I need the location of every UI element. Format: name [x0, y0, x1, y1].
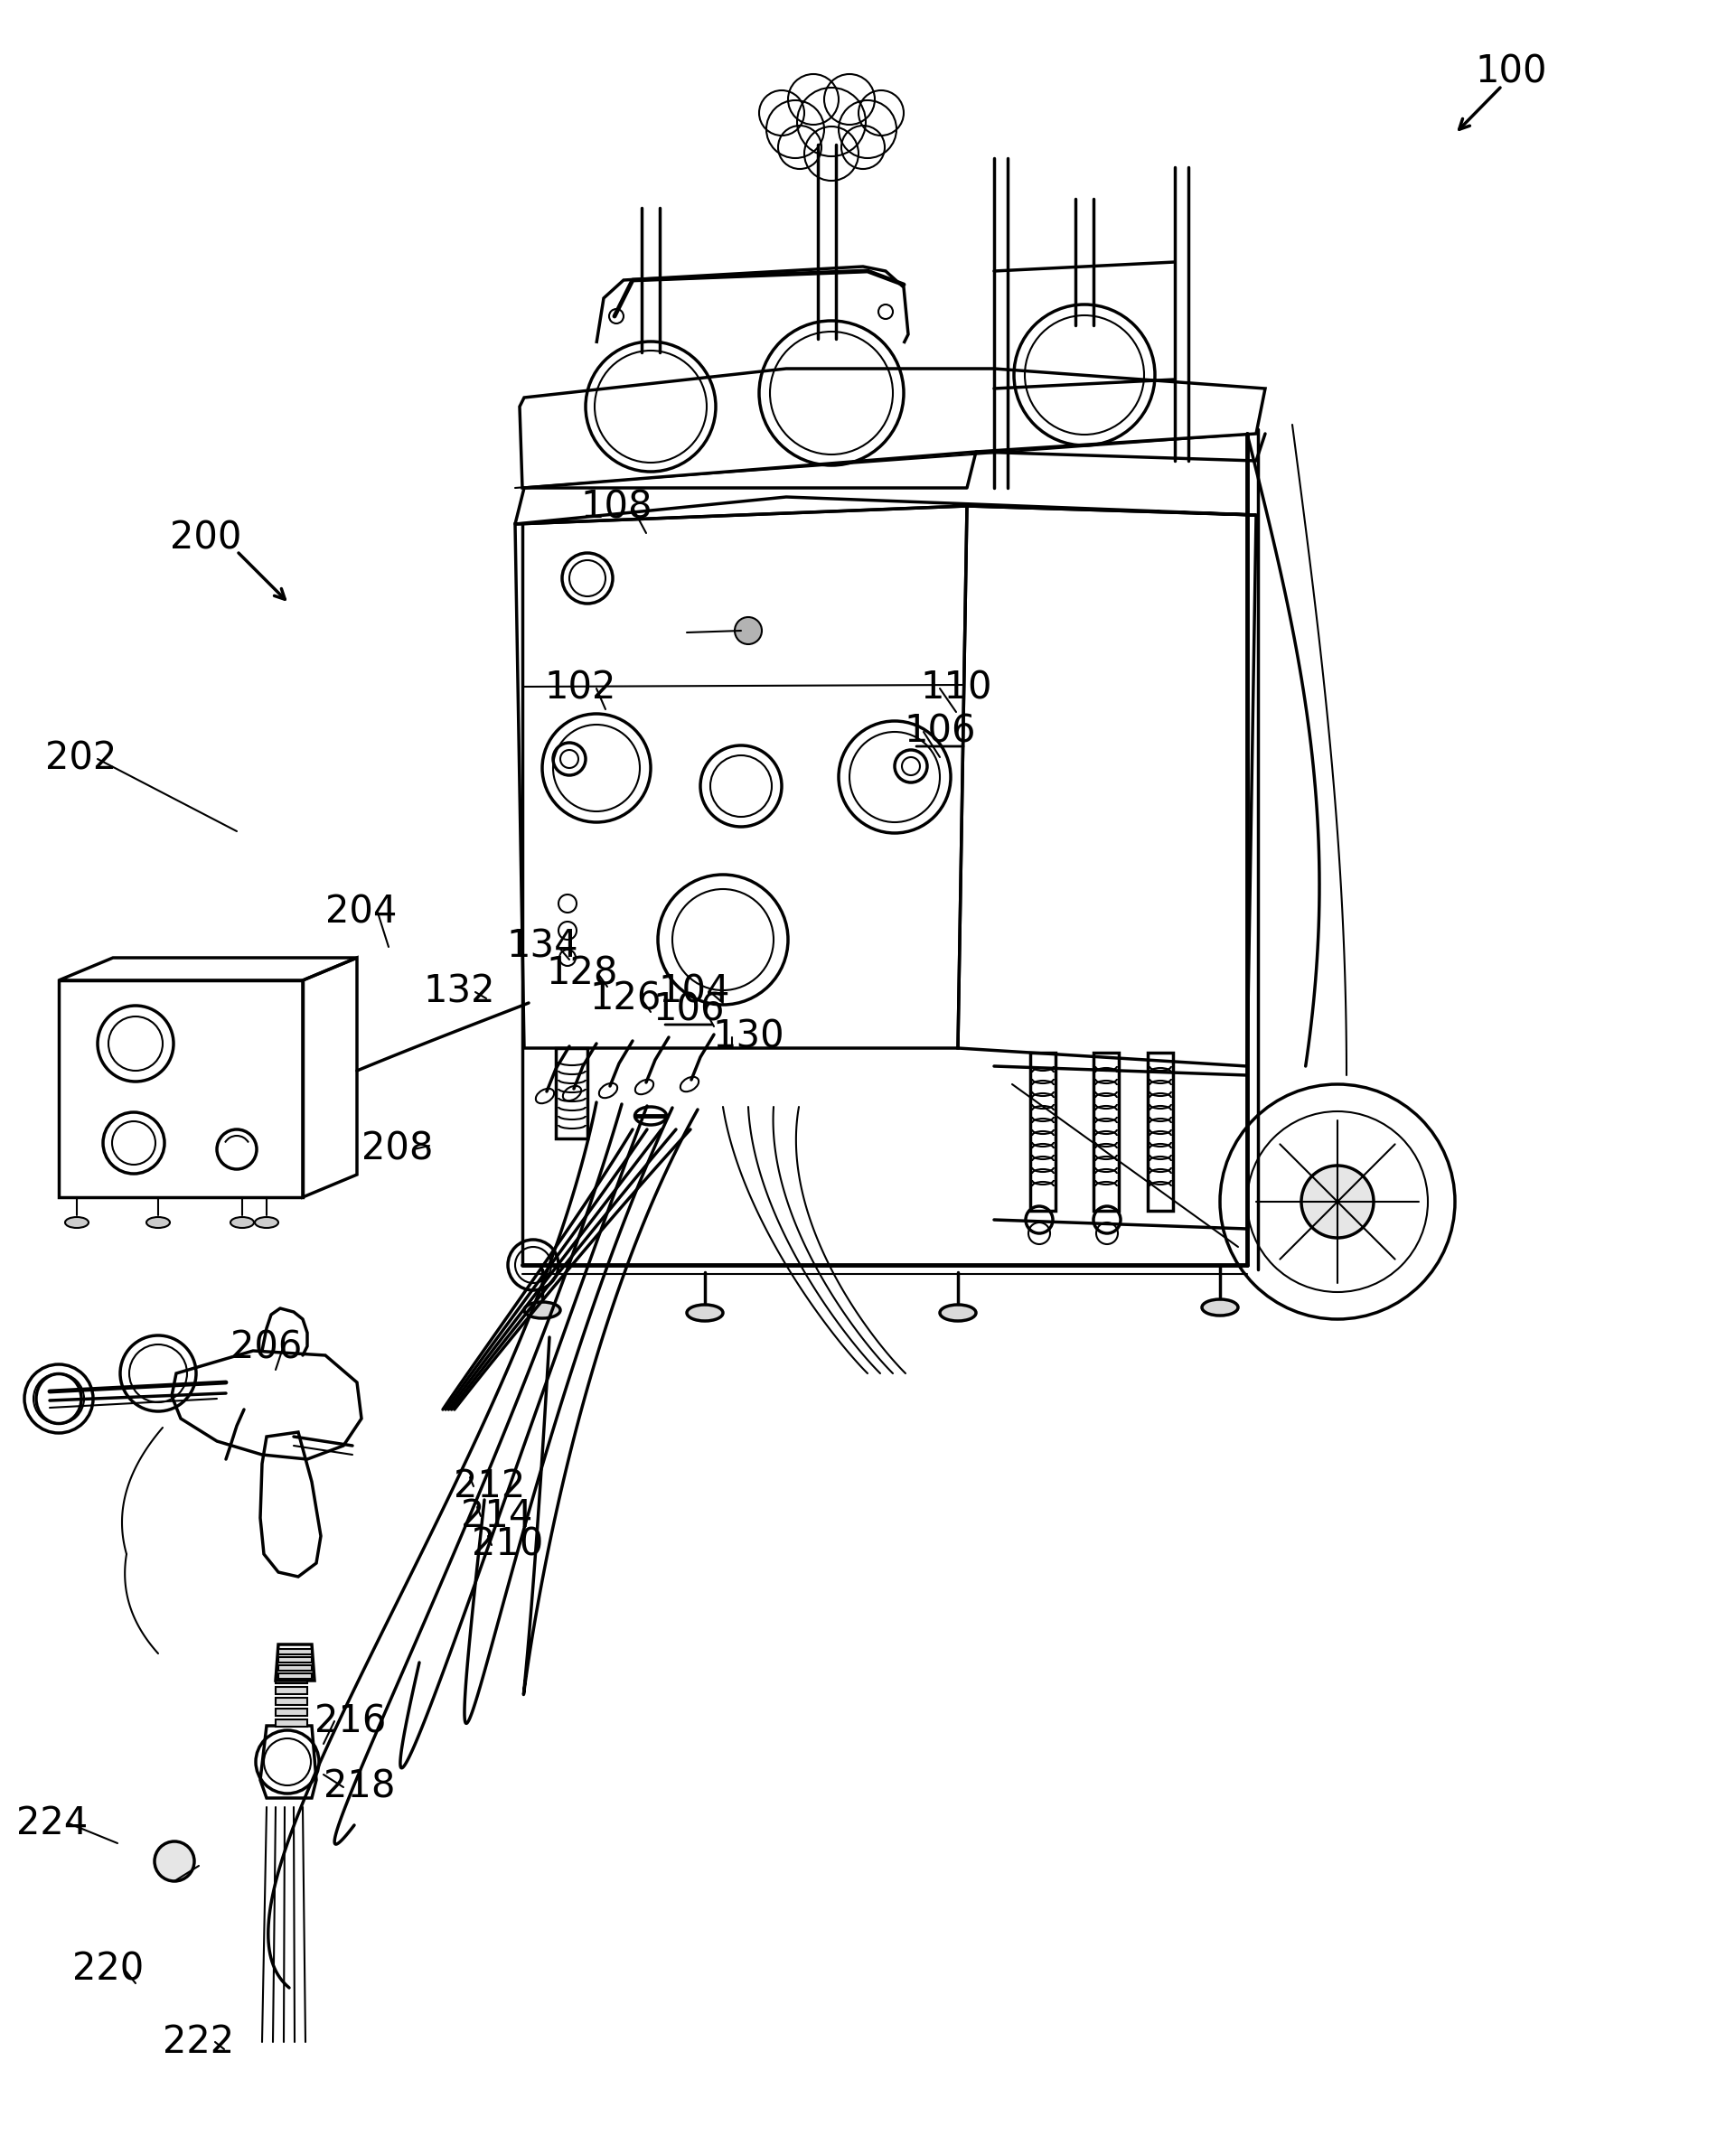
Text: 208: 208 [361, 1130, 434, 1169]
Text: 218: 218 [323, 1767, 396, 1806]
Text: 104: 104 [658, 974, 729, 1010]
Circle shape [155, 1840, 194, 1881]
Polygon shape [276, 1686, 307, 1695]
Text: 202: 202 [45, 740, 116, 779]
Text: 216: 216 [314, 1703, 387, 1740]
Text: 224: 224 [17, 1804, 89, 1843]
Text: 110: 110 [920, 669, 991, 708]
Polygon shape [278, 1673, 312, 1680]
Text: 100: 100 [1476, 54, 1547, 92]
Text: 108: 108 [580, 489, 653, 528]
Text: 128: 128 [547, 955, 618, 993]
Text: 132: 132 [424, 974, 495, 1010]
Text: 102: 102 [545, 669, 616, 708]
Polygon shape [276, 1697, 307, 1705]
Polygon shape [278, 1650, 312, 1654]
Ellipse shape [255, 1216, 278, 1227]
Ellipse shape [231, 1216, 253, 1227]
Polygon shape [278, 1658, 312, 1662]
Polygon shape [276, 1720, 307, 1727]
Ellipse shape [524, 1302, 561, 1319]
Text: 210: 210 [472, 1525, 543, 1564]
Text: 212: 212 [455, 1467, 526, 1506]
Text: 206: 206 [231, 1330, 302, 1366]
Polygon shape [278, 1665, 312, 1671]
Text: 200: 200 [170, 519, 241, 556]
Text: 126: 126 [590, 980, 661, 1019]
Text: 106: 106 [904, 712, 976, 751]
Text: 130: 130 [712, 1019, 785, 1055]
Ellipse shape [939, 1304, 976, 1321]
Ellipse shape [1201, 1300, 1238, 1315]
Ellipse shape [687, 1304, 722, 1321]
Text: 214: 214 [462, 1497, 533, 1536]
Polygon shape [276, 1710, 307, 1716]
Text: 220: 220 [73, 1950, 144, 1988]
Text: 204: 204 [326, 894, 398, 931]
Ellipse shape [146, 1216, 170, 1227]
Circle shape [1302, 1165, 1373, 1238]
Circle shape [734, 618, 762, 644]
Polygon shape [276, 1675, 307, 1684]
Ellipse shape [64, 1216, 89, 1227]
Text: 106: 106 [653, 991, 724, 1030]
Text: 134: 134 [507, 929, 578, 965]
Text: 222: 222 [163, 2023, 234, 2061]
